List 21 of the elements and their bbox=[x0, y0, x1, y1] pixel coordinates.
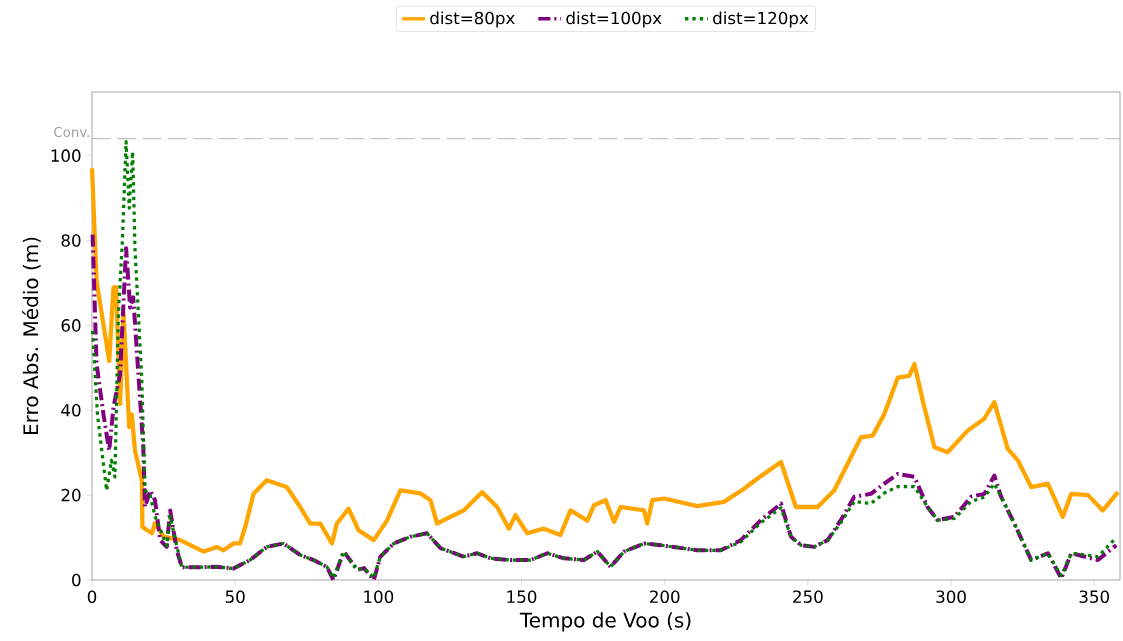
ref-line-label: Conv. bbox=[54, 126, 89, 138]
x-tick-label: 50 bbox=[225, 590, 245, 603]
line-series bbox=[90, 232, 1119, 582]
y-tick-label: 100 bbox=[51, 149, 81, 162]
x-tick-label: 300 bbox=[936, 590, 966, 603]
x-tick-label: 350 bbox=[1079, 590, 1110, 603]
y-tick-label: 80 bbox=[61, 234, 81, 247]
y-tick-label: 60 bbox=[61, 319, 81, 332]
x-tick-label: 200 bbox=[650, 590, 680, 603]
x-tick-label: 100 bbox=[364, 590, 394, 603]
x-tick-label: 250 bbox=[793, 590, 823, 603]
legend-label: dist=80px bbox=[430, 11, 515, 28]
y-tick-label: 20 bbox=[61, 488, 81, 502]
y-tick-label: 0 bbox=[72, 573, 81, 587]
x-axis-title: Tempo de Voo (s) bbox=[519, 612, 691, 632]
y-tick-label: 40 bbox=[61, 403, 81, 417]
x-tick-label: 150 bbox=[507, 590, 537, 603]
x-tick-label: 0 bbox=[87, 590, 97, 603]
y-axis-title: Erro Abs. Médio (m) bbox=[22, 237, 41, 435]
legend-label: dist=120px bbox=[713, 11, 809, 28]
legend-label: dist=100px bbox=[566, 11, 662, 28]
